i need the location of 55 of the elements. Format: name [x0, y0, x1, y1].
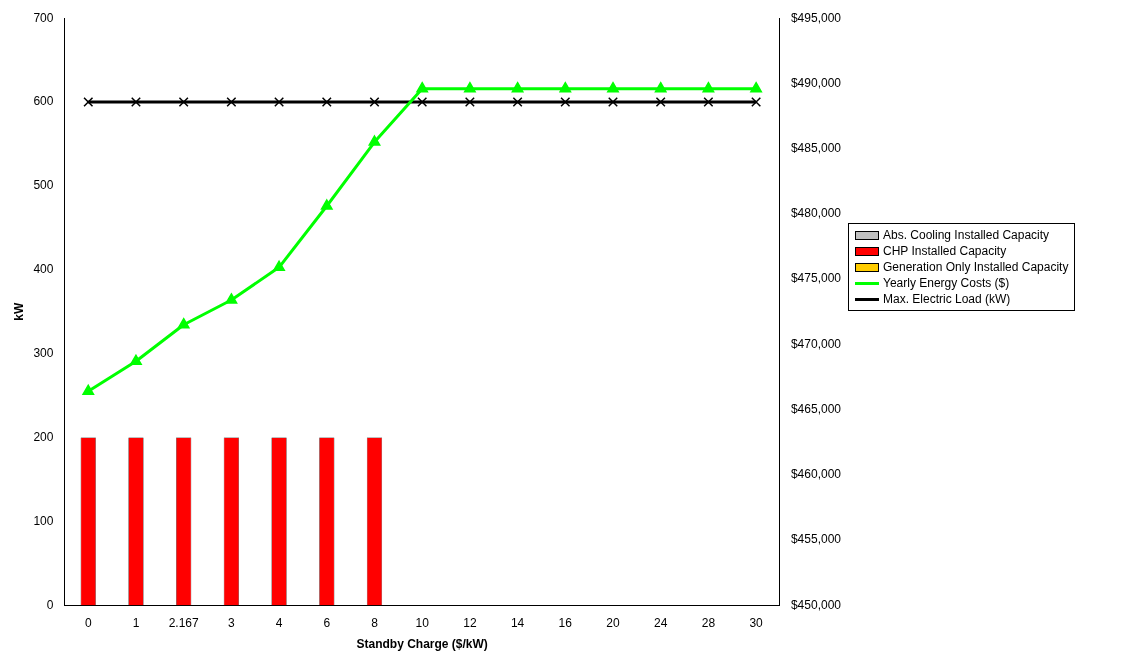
x-tick-label: 14: [510, 615, 525, 630]
y-tick-label: 400: [33, 262, 54, 277]
x-tick-label: 1: [132, 615, 140, 630]
y-tick-label: 600: [33, 94, 54, 109]
y2-tick-label: $450,000: [790, 597, 842, 612]
point: [368, 135, 381, 146]
point: [320, 199, 333, 210]
point: [177, 317, 190, 329]
x-tick-label: 4: [275, 615, 283, 630]
y2-tick-label: $465,000: [790, 401, 842, 416]
y2-tick-label: $455,000: [790, 532, 842, 547]
x-tick-label: 30: [749, 615, 764, 630]
x-tick-label: 24: [654, 615, 668, 630]
y-tick-label: 0: [46, 597, 54, 612]
x-tick-label: 8: [371, 615, 379, 630]
x-tick-label: 28: [701, 615, 716, 630]
point: [225, 293, 238, 304]
y-tick-label: 100: [33, 513, 54, 528]
point: [416, 81, 429, 93]
point: [750, 81, 763, 93]
point: [654, 81, 667, 93]
legend-label: Max. Electric Load (kW): [883, 292, 1011, 306]
legend-label: Abs. Cooling Installed Capacity: [883, 228, 1050, 242]
point: [559, 81, 572, 93]
y2-tick-label: $485,000: [790, 140, 842, 155]
legend-label: CHP Installed Capacity: [883, 244, 1007, 258]
x-axis-title: Standby Charge ($/kW): [356, 637, 488, 652]
y2-tick-label: $460,000: [790, 467, 842, 482]
y2-tick-label: $490,000: [790, 75, 842, 90]
point: [607, 81, 619, 93]
x-tick-label: 16: [558, 615, 573, 630]
point: [511, 81, 524, 93]
y2-tick-label: $480,000: [790, 206, 842, 221]
point: [702, 81, 715, 93]
y2-tick-label: $470,000: [790, 336, 842, 351]
x-tick-label: 10: [415, 615, 430, 630]
y-axis-title: kW: [11, 302, 26, 321]
point: [82, 384, 95, 396]
y2-tick-label: $475,000: [790, 271, 842, 286]
y-tick-label: 700: [33, 10, 54, 25]
point: [130, 354, 142, 366]
y-tick-label: 500: [33, 178, 54, 193]
y2-tick-label: $495,000: [790, 10, 842, 25]
x-tick-label: 6: [323, 615, 331, 630]
y-tick-label: 300: [33, 345, 54, 360]
x-tick-label: 20: [606, 615, 620, 630]
x-tick-label: 0: [84, 615, 92, 630]
legend-label: Generation Only Installed Capacity: [883, 260, 1069, 274]
x-tick-label: 3: [228, 615, 236, 630]
x-tick-label: 2.167: [168, 615, 200, 630]
y-tick-label: 200: [33, 429, 54, 444]
point: [273, 260, 286, 272]
legend-label: Yearly Energy Costs ($): [883, 276, 1010, 290]
point: [463, 81, 476, 93]
x-tick-label: 12: [463, 615, 477, 630]
